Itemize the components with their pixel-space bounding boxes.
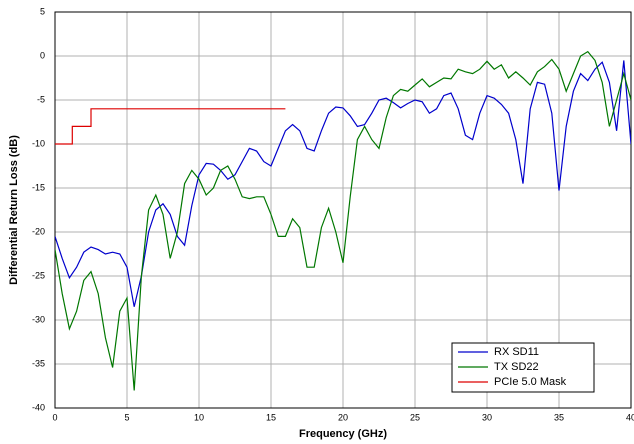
y-tick-label: -30 [32, 314, 45, 324]
y-axis-title: Differential Return Loss (dB) [8, 135, 20, 285]
y-tick-label: -20 [32, 226, 45, 236]
x-tick-label: 10 [194, 412, 204, 422]
y-tick-label: -25 [32, 270, 45, 280]
x-tick-label: 15 [266, 412, 276, 422]
x-tick-label: 5 [124, 412, 129, 422]
y-tick-label: -10 [32, 138, 45, 148]
y-tick-label: -40 [32, 402, 45, 412]
y-tick-label: -5 [37, 94, 45, 104]
x-tick-label: 35 [554, 412, 564, 422]
legend-label: TX SD22 [494, 361, 539, 373]
x-tick-label: 30 [482, 412, 492, 422]
x-tick-label: 25 [410, 412, 420, 422]
plot-frame [54, 11, 632, 409]
legend-label: RX SD11 [494, 346, 539, 358]
x-axis-title: Frequency (GHz) [299, 428, 387, 440]
series-line [55, 108, 286, 145]
y-tick-label: -15 [32, 182, 45, 192]
y-tick-label: -35 [32, 358, 45, 368]
series-line [55, 60, 631, 307]
x-tick-label: 40 [626, 412, 634, 422]
y-tick-label: 0 [40, 50, 45, 60]
x-tick-label: 0 [52, 412, 57, 422]
series-line [55, 50, 631, 391]
legend-label: PCIe 5.0 Mask [494, 376, 567, 388]
x-tick-label: 20 [338, 412, 348, 422]
y-tick-label: 5 [40, 6, 45, 16]
